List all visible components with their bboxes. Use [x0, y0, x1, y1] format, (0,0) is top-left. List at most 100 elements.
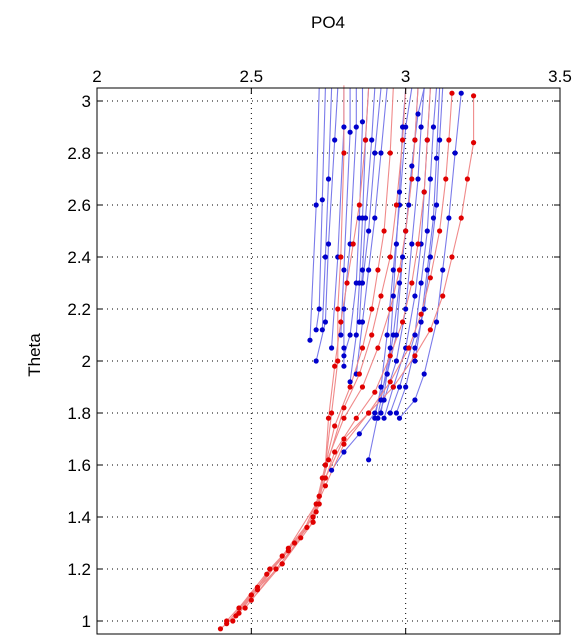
red-series-line — [226, 95, 475, 622]
blue-data-point — [378, 150, 384, 156]
blue-data-point — [319, 197, 325, 203]
x-tick-label: 3.5 — [548, 67, 572, 86]
red-data-point — [390, 384, 396, 390]
blue-data-point — [313, 358, 319, 364]
blue-data-point — [341, 345, 347, 351]
red-data-point — [449, 254, 455, 260]
red-series-line — [244, 87, 431, 609]
blue-data-point — [353, 124, 359, 130]
x-tick-label: 2 — [92, 67, 101, 86]
red-data-point — [267, 566, 273, 572]
red-data-point — [325, 457, 332, 463]
y-tick-label: 1.6 — [67, 456, 91, 475]
red-data-point — [298, 535, 304, 541]
red-data-point — [387, 353, 393, 359]
blue-data-point — [418, 319, 424, 325]
blue-data-point — [393, 358, 400, 364]
y-tick-label: 2.6 — [67, 196, 91, 215]
red-data-point — [285, 548, 291, 554]
red-data-point — [273, 566, 279, 572]
red-data-point — [403, 228, 409, 234]
red-data-point — [359, 345, 366, 351]
x-tick-label: 3 — [401, 67, 410, 86]
red-data-point — [291, 540, 298, 546]
blue-series-line — [377, 87, 425, 419]
blue-data-point — [399, 254, 406, 260]
blue-data-point — [381, 415, 387, 421]
blue-data-point — [427, 176, 433, 182]
blue-series-line — [343, 88, 364, 356]
red-data-point — [356, 202, 362, 208]
blue-data-point — [338, 332, 344, 338]
red-data-point — [421, 189, 427, 195]
blue-series-line — [395, 87, 444, 414]
blue-data-point — [446, 215, 452, 221]
red-data-point — [332, 363, 338, 369]
blue-data-point — [452, 150, 458, 156]
grid-lines — [97, 88, 560, 634]
red-data-point — [344, 280, 350, 286]
red-data-point — [325, 415, 332, 421]
red-data-point — [322, 475, 329, 481]
blue-data-point — [322, 254, 329, 260]
blue-data-point — [362, 215, 369, 221]
red-data-point — [341, 415, 347, 421]
red-data-point — [341, 436, 347, 442]
blue-data-point — [433, 319, 440, 325]
blue-data-point — [366, 457, 372, 463]
y-tick-label: 2.4 — [67, 248, 91, 267]
red-data-point — [387, 306, 393, 312]
red-series-line — [220, 85, 345, 630]
red-data-point — [366, 410, 372, 416]
red-data-point — [415, 241, 421, 247]
blue-data-point — [412, 293, 418, 299]
blue-data-point — [412, 397, 418, 403]
blue-series-line — [315, 87, 326, 330]
red-data-point — [375, 267, 381, 273]
red-data-point — [427, 275, 433, 281]
blue-data-point — [375, 415, 381, 421]
blue-data-point — [387, 345, 393, 351]
blue-series-line — [389, 87, 438, 414]
blue-data-point — [378, 397, 384, 403]
blue-data-point — [390, 332, 396, 338]
blue-data-point — [313, 202, 319, 208]
blue-data-point — [424, 228, 430, 234]
red-data-point — [353, 415, 359, 421]
red-data-point — [230, 618, 236, 624]
blue-data-point — [433, 202, 440, 208]
red-data-point — [332, 423, 338, 429]
blue-series-line — [321, 87, 333, 330]
blue-data-point — [322, 319, 329, 325]
red-data-point — [375, 345, 381, 351]
red-data-point — [412, 137, 418, 143]
red-data-point — [412, 353, 418, 359]
blue-data-point — [359, 280, 366, 286]
blue-data-point — [396, 280, 403, 286]
blue-data-point — [430, 215, 437, 221]
red-data-point — [304, 524, 310, 531]
blue-data-point — [341, 363, 347, 369]
red-data-point — [248, 592, 254, 598]
blue-data-point — [433, 155, 440, 161]
blue-data-point — [421, 306, 427, 312]
blue-series-line — [399, 93, 462, 419]
red-data-point — [440, 293, 446, 299]
blue-data-point — [387, 410, 393, 416]
blue-data-point — [412, 332, 418, 338]
blue-data-point — [440, 267, 446, 273]
blue-series-line — [343, 88, 357, 367]
blue-data-point — [353, 332, 359, 338]
red-data-point — [470, 93, 477, 99]
blue-data-point — [319, 327, 325, 333]
blue-data-point — [341, 124, 347, 130]
red-data-point — [279, 561, 285, 567]
blue-data-point — [341, 449, 347, 455]
red-data-point — [248, 597, 254, 603]
blue-data-point — [366, 267, 372, 273]
red-data-point — [338, 254, 344, 260]
blue-data-point — [390, 267, 396, 273]
blue-data-point — [332, 137, 338, 143]
blue-data-point — [396, 415, 403, 421]
